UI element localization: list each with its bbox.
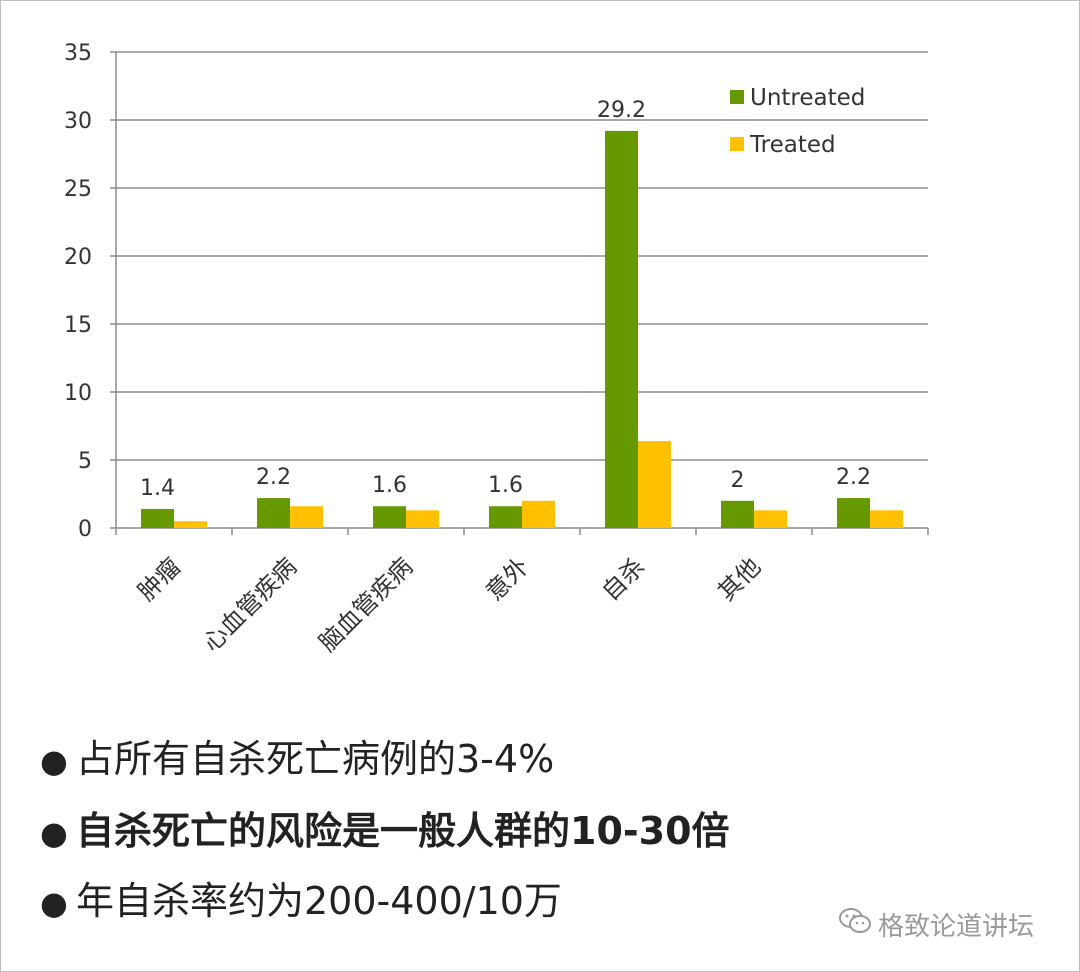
- y-tick-label: 30: [64, 109, 92, 134]
- y-tick-label: 25: [64, 177, 92, 202]
- y-tick-label: 5: [78, 449, 92, 474]
- data-label: 1.6: [372, 473, 407, 498]
- x-category-label: 肿瘤: [133, 552, 187, 606]
- bar-untreated: [257, 498, 290, 528]
- bullet-dot-icon: ●: [40, 884, 68, 922]
- bullet-item-2: ● 自杀死亡的风险是一般人群的10-30倍: [40, 800, 730, 855]
- bar-treated: [870, 510, 903, 528]
- data-label: 29.2: [597, 98, 646, 123]
- bar-untreated: [489, 506, 522, 528]
- wechat-icon: [838, 907, 872, 942]
- bar-chart: 0 5 10 15 20 25 30 35 1.4 2.2 1.6 1.6 29.2 2 2.2 肿瘤 心血管疾…: [64, 41, 929, 657]
- x-category-label: 心血管疾病: [198, 552, 303, 657]
- bar-treated: [406, 510, 439, 528]
- y-tick-label: 0: [78, 517, 92, 542]
- bullet-text: 自杀死亡的风险是一般人群的10-30倍: [76, 809, 730, 853]
- data-label: 1.4: [140, 476, 175, 501]
- bar-treated: [638, 440, 671, 528]
- bar-treated: [754, 510, 787, 528]
- data-label: 2.2: [256, 465, 291, 490]
- bar-treated: [290, 506, 323, 528]
- data-label: 2: [731, 468, 745, 493]
- y-tick-label: 35: [64, 41, 92, 66]
- bar-treated: [174, 521, 207, 528]
- x-category-label: 意外: [481, 552, 535, 606]
- legend-label: Untreated: [750, 85, 865, 111]
- bar-untreated: [373, 506, 406, 528]
- bar-untreated: [721, 500, 754, 528]
- x-category-label: 其他: [713, 552, 767, 606]
- watermark-text: 格致论道讲坛: [878, 912, 1035, 942]
- bullet-item-3: ● 年自杀率约为200-400/10万: [40, 870, 562, 925]
- watermark: 格致论道讲坛: [838, 906, 1034, 943]
- legend-label: Treated: [749, 132, 836, 158]
- bullet-dot-icon: ●: [40, 742, 68, 780]
- bullet-dot-icon: ●: [40, 814, 68, 852]
- legend-swatch: [730, 137, 744, 151]
- bar-untreated: [605, 130, 638, 528]
- x-category-label: 脑血管疾病: [314, 552, 419, 657]
- bullet-item-1: ● 占所有自杀死亡病例的3-4%: [40, 728, 554, 783]
- bar-treated: [522, 500, 555, 528]
- legend-swatch: [730, 90, 744, 104]
- bar-untreated: [141, 508, 174, 528]
- data-label: 1.6: [488, 473, 523, 498]
- bullet-text: 年自杀率约为200-400/10万: [76, 879, 562, 923]
- y-tick-label: 15: [64, 313, 92, 338]
- x-category-label: 自杀: [597, 552, 651, 606]
- y-tick-label: 20: [64, 245, 92, 270]
- y-tick-label: 10: [64, 381, 92, 406]
- bar-untreated: [837, 498, 870, 528]
- bullet-text: 占所有自杀死亡病例的3-4%: [76, 737, 555, 781]
- data-label: 2.2: [836, 465, 871, 490]
